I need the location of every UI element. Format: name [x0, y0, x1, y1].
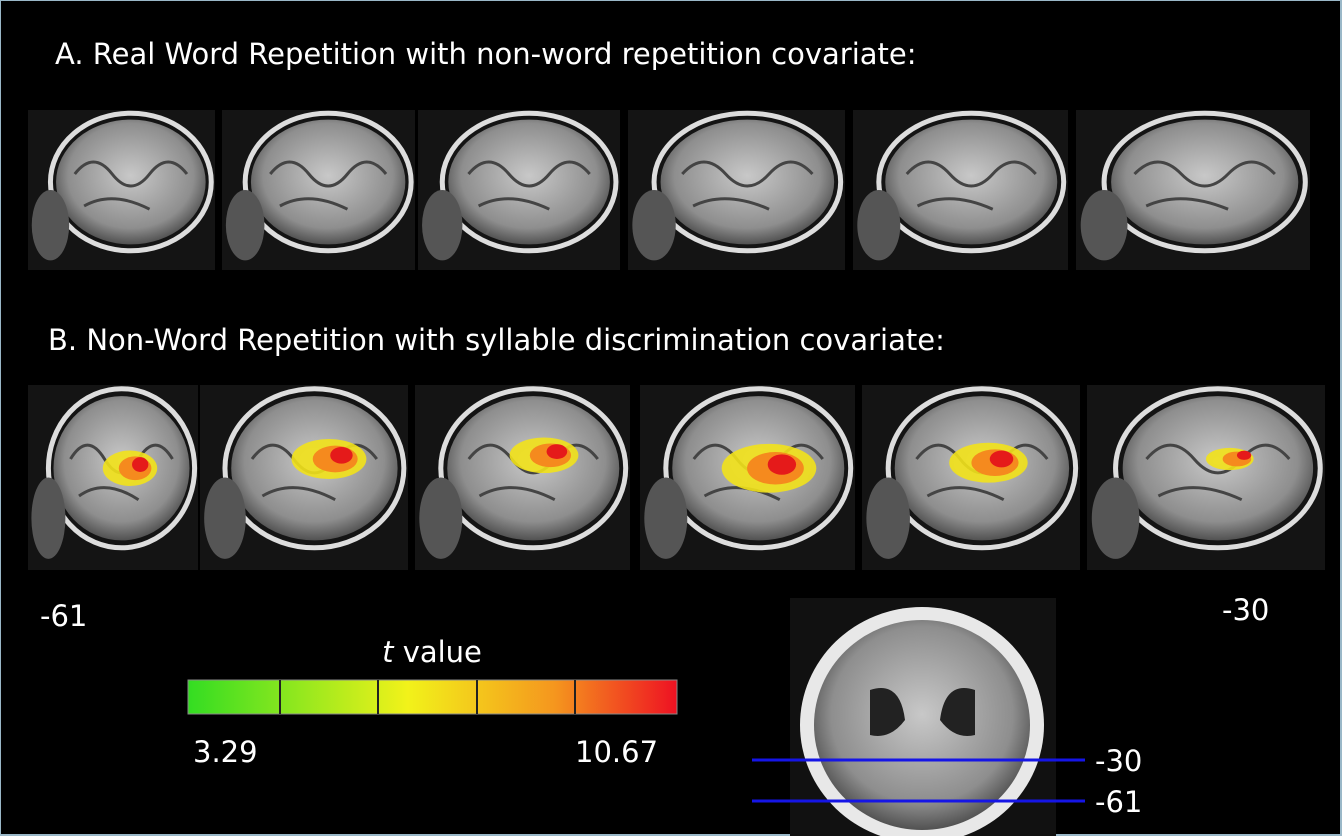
face: [1081, 190, 1128, 260]
brain: [448, 120, 610, 245]
slice-label-right: -30: [1222, 593, 1269, 627]
face: [204, 478, 246, 559]
page: A. Real Word Repetition with non-word re…: [0, 0, 1342, 836]
slice-label-left: -61: [40, 599, 87, 633]
colorbar-label: value: [403, 635, 482, 669]
colorbar-title: t value: [382, 635, 482, 669]
face: [226, 190, 265, 260]
face: [644, 478, 687, 559]
face: [632, 190, 675, 260]
face: [866, 478, 910, 559]
axial-label: -61: [1095, 785, 1142, 819]
colorbar-min: 3.29: [193, 735, 258, 769]
brain: [885, 120, 1057, 245]
brain: [251, 120, 405, 245]
activation: [132, 457, 148, 472]
activation: [330, 447, 352, 464]
brain: [56, 120, 206, 245]
colorbar: [188, 680, 677, 714]
panel-a-title: A. Real Word Repetition with non-word re…: [55, 37, 917, 71]
panel-b-title: B. Non-Word Repetition with syllable dis…: [48, 323, 945, 357]
activation: [1237, 451, 1251, 460]
face: [32, 190, 69, 260]
colorbar-max: 10.67: [575, 735, 658, 769]
brain: [1111, 120, 1298, 245]
face: [1092, 478, 1140, 559]
face: [419, 478, 462, 559]
activation: [768, 454, 796, 474]
face: [857, 190, 900, 260]
face: [31, 478, 65, 559]
activation: [547, 444, 568, 459]
face: [422, 190, 462, 260]
activation: [990, 451, 1014, 468]
brain: [661, 120, 835, 245]
figure: A. Real Word Repetition with non-word re…: [0, 0, 1342, 836]
axial-label: -30: [1095, 744, 1142, 778]
colorbar-t: t: [382, 635, 395, 669]
